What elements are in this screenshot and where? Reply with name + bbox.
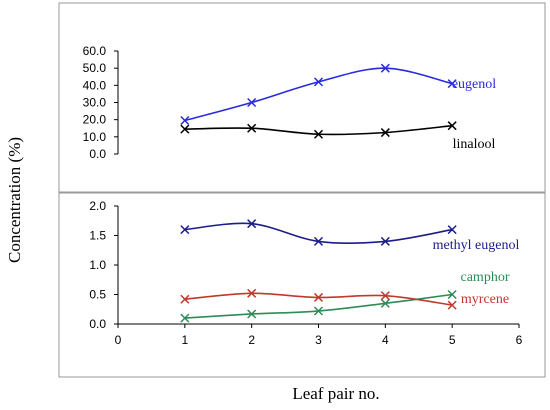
series-label-linalool: linalool bbox=[453, 137, 496, 152]
data-point-camphor bbox=[447, 289, 457, 300]
data-point-methyl-eugenol bbox=[380, 236, 390, 246]
x-tick-label: 6 bbox=[516, 333, 523, 347]
data-point-camphor bbox=[380, 298, 390, 308]
top-panel-border bbox=[58, 2, 546, 194]
series-line-linalool bbox=[184, 124, 453, 136]
data-point-myrcene bbox=[313, 292, 324, 302]
series-label-camphor: camphor bbox=[461, 270, 510, 285]
data-point-methyl-eugenol bbox=[247, 219, 257, 229]
x-tick-label: 1 bbox=[181, 333, 188, 347]
x-tick-label: 2 bbox=[248, 333, 255, 347]
series-layer bbox=[180, 63, 457, 323]
x-tick-label: 0 bbox=[115, 333, 122, 347]
data-point-methyl-eugenol bbox=[447, 225, 457, 235]
data-point-methyl-eugenol bbox=[313, 236, 324, 246]
y-tick-label: 2.0 bbox=[89, 199, 106, 213]
y-tick-label: 60.0 bbox=[83, 44, 107, 58]
data-point-myrcene bbox=[247, 288, 257, 298]
y-tick-label: 1.5 bbox=[89, 229, 106, 243]
y-tick-label: 0.0 bbox=[89, 147, 106, 161]
data-point-linalool bbox=[380, 128, 390, 138]
x-axis-title: Leaf pair no. bbox=[292, 384, 379, 403]
y-tick-label: 50.0 bbox=[83, 61, 107, 75]
data-point-methyl-eugenol bbox=[180, 225, 190, 235]
data-point-myrcene bbox=[180, 294, 190, 304]
data-point-camphor bbox=[313, 306, 324, 316]
series-label-layer: eugenol linalool methyl eugenol camphor myrc… bbox=[433, 77, 520, 307]
data-point-eugenol bbox=[380, 63, 390, 73]
data-point-eugenol bbox=[247, 97, 257, 108]
y-tick-label: 20.0 bbox=[83, 113, 107, 127]
series-label-myrcene: myrcene bbox=[461, 292, 509, 307]
data-point-myrcene bbox=[380, 291, 390, 301]
y-tick-label: 1.0 bbox=[89, 258, 106, 272]
x-tick-label: 3 bbox=[315, 333, 322, 347]
series-line-methyl-eugenol bbox=[184, 222, 453, 245]
data-point-eugenol bbox=[313, 77, 324, 87]
data-point-camphor bbox=[247, 309, 257, 319]
data-point-camphor bbox=[180, 313, 190, 323]
y-tick-label: 0.0 bbox=[89, 317, 106, 331]
data-point-eugenol bbox=[180, 115, 190, 126]
series-label-eugenol: eugenol bbox=[452, 77, 496, 92]
series-label-methyl-eugenol: methyl eugenol bbox=[433, 238, 520, 253]
bottom-panel-border bbox=[58, 191, 546, 378]
x-tick-label: 5 bbox=[449, 333, 456, 347]
y-tick-label: 10.0 bbox=[83, 130, 107, 144]
data-point-linalool bbox=[247, 123, 257, 133]
series-line-myrcene bbox=[184, 292, 453, 306]
data-point-linalool bbox=[447, 121, 457, 131]
y-axis-title: Concentration (%) bbox=[5, 137, 24, 263]
data-point-linalool bbox=[313, 129, 324, 139]
data-point-linalool bbox=[180, 124, 190, 134]
data-point-eugenol bbox=[447, 79, 457, 89]
y-tick-label: 40.0 bbox=[83, 78, 107, 92]
y-tick-label: 30.0 bbox=[83, 96, 107, 110]
y-tick-label: 0.5 bbox=[89, 288, 106, 302]
data-point-myrcene bbox=[447, 300, 457, 310]
series-line-eugenol bbox=[184, 67, 453, 122]
x-tick-label: 4 bbox=[382, 333, 389, 347]
tick-layer: 0.0 10.0 20.0 30.0 40.0 50.0 60.0 0.0 0.5 1.0 1.5 2… bbox=[83, 44, 523, 347]
